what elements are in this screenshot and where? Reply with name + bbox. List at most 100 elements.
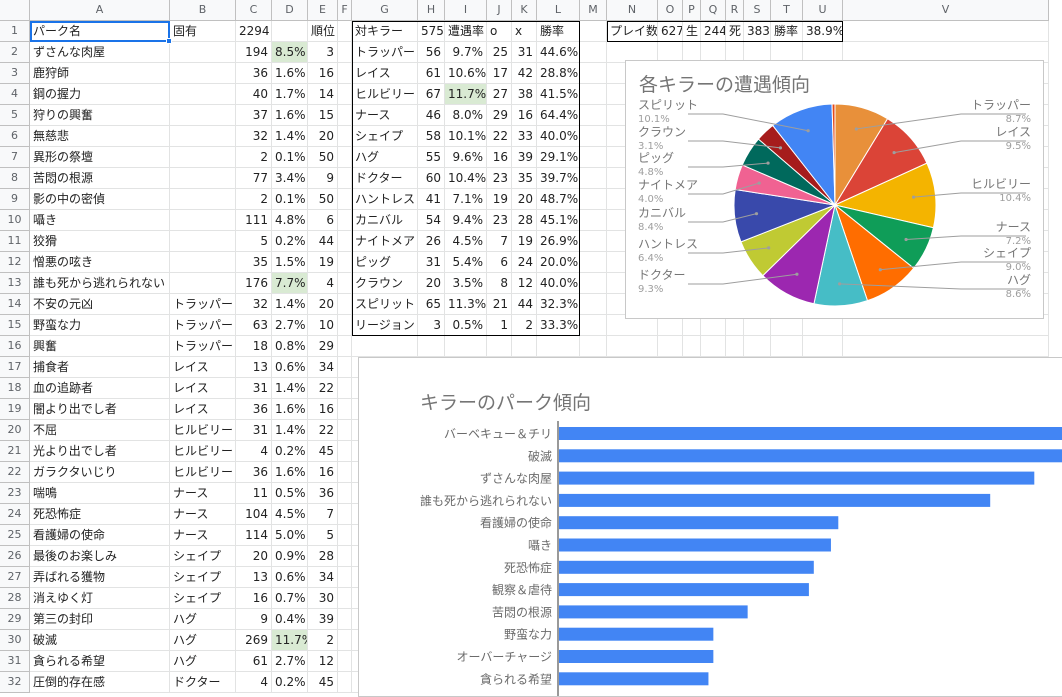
cell-F24[interactable]	[338, 504, 352, 525]
row-header[interactable]: 1	[0, 21, 30, 42]
cell-D27[interactable]: 0.6%	[272, 567, 308, 588]
cell-S15[interactable]	[744, 315, 771, 336]
cell-I10[interactable]: 9.4%	[445, 210, 487, 231]
cell-B28[interactable]: シェイプ	[170, 588, 236, 609]
cell-H10[interactable]: 54	[418, 210, 445, 231]
cell-F16[interactable]	[338, 336, 352, 357]
cell-D15[interactable]: 2.7%	[272, 315, 308, 336]
cell-M11[interactable]	[580, 231, 607, 252]
cell-L3[interactable]: 28.8%	[537, 63, 580, 84]
cell-C11[interactable]: 5	[236, 231, 272, 252]
cell-I5[interactable]: 8.0%	[445, 105, 487, 126]
cell-M9[interactable]	[580, 189, 607, 210]
pie-chart[interactable]: 各キラーの遭遇傾向 トラッパー 8.7% レイス 9.5% ヒルビリー 10.4% ナース 7…	[625, 60, 1044, 319]
cell-A6[interactable]: 無慈悲	[30, 126, 170, 147]
cell-J8[interactable]: 23	[487, 168, 512, 189]
cell-J14[interactable]: 21	[487, 294, 512, 315]
cell-B25[interactable]: ナース	[170, 525, 236, 546]
cell-L1[interactable]: 勝率	[537, 21, 580, 42]
select-all-corner[interactable]	[0, 0, 30, 21]
cell-B22[interactable]: ヒルビリー	[170, 462, 236, 483]
cell-F29[interactable]	[338, 609, 352, 630]
column-header-B[interactable]: B	[170, 0, 236, 21]
cell-J5[interactable]: 29	[487, 105, 512, 126]
cell-C4[interactable]: 40	[236, 84, 272, 105]
cell-L8[interactable]: 39.7%	[537, 168, 580, 189]
row-header[interactable]: 32	[0, 672, 30, 693]
cell-H5[interactable]: 46	[418, 105, 445, 126]
cell-A22[interactable]: ガラクタいじり	[30, 462, 170, 483]
cell-D26[interactable]: 0.9%	[272, 546, 308, 567]
cell-Q15[interactable]	[701, 315, 726, 336]
cell-U1[interactable]: 38.9%	[803, 21, 843, 42]
cell-F4[interactable]	[338, 84, 352, 105]
cell-F1[interactable]	[338, 21, 352, 42]
cell-F19[interactable]	[338, 399, 352, 420]
cell-C2[interactable]: 194	[236, 42, 272, 63]
cell-T16[interactable]	[771, 336, 803, 357]
cell-M8[interactable]	[580, 168, 607, 189]
row-header[interactable]: 19	[0, 399, 30, 420]
cell-D4[interactable]: 1.7%	[272, 84, 308, 105]
cell-D3[interactable]: 1.6%	[272, 63, 308, 84]
column-header-C[interactable]: C	[236, 0, 272, 21]
cell-E26[interactable]: 28	[308, 546, 338, 567]
cell-A12[interactable]: 憎悪の呟き	[30, 252, 170, 273]
cell-E13[interactable]: 4	[308, 273, 338, 294]
cell-D28[interactable]: 0.7%	[272, 588, 308, 609]
cell-C30[interactable]: 269	[236, 630, 272, 651]
column-header-A[interactable]: A	[30, 0, 170, 21]
cell-J11[interactable]: 7	[487, 231, 512, 252]
cell-D9[interactable]: 0.1%	[272, 189, 308, 210]
cell-B2[interactable]	[170, 42, 236, 63]
cell-E16[interactable]: 29	[308, 336, 338, 357]
cell-K10[interactable]: 28	[512, 210, 537, 231]
cell-E6[interactable]: 20	[308, 126, 338, 147]
cell-L4[interactable]: 41.5%	[537, 84, 580, 105]
cell-G7[interactable]: ハグ	[352, 147, 418, 168]
cell-B8[interactable]	[170, 168, 236, 189]
cell-B30[interactable]: ハグ	[170, 630, 236, 651]
cell-F5[interactable]	[338, 105, 352, 126]
cell-N15[interactable]	[607, 315, 658, 336]
cell-F13[interactable]	[338, 273, 352, 294]
cell-C6[interactable]: 32	[236, 126, 272, 147]
cell-A7[interactable]: 異形の祭壇	[30, 147, 170, 168]
cell-C9[interactable]: 2	[236, 189, 272, 210]
column-header-L[interactable]: L	[537, 0, 580, 21]
cell-F3[interactable]	[338, 63, 352, 84]
cell-D10[interactable]: 4.8%	[272, 210, 308, 231]
cell-J10[interactable]: 23	[487, 210, 512, 231]
cell-F30[interactable]	[338, 630, 352, 651]
cell-F10[interactable]	[338, 210, 352, 231]
column-header-H[interactable]: H	[418, 0, 445, 21]
cell-E18[interactable]: 22	[308, 378, 338, 399]
cell-S16[interactable]	[744, 336, 771, 357]
cell-E2[interactable]: 3	[308, 42, 338, 63]
cell-E14[interactable]: 20	[308, 294, 338, 315]
row-header[interactable]: 3	[0, 63, 30, 84]
cell-E27[interactable]: 34	[308, 567, 338, 588]
bar-5[interactable]	[559, 538, 831, 552]
cell-D24[interactable]: 4.5%	[272, 504, 308, 525]
cell-D25[interactable]: 5.0%	[272, 525, 308, 546]
cell-M15[interactable]	[580, 315, 607, 336]
cell-B24[interactable]: ナース	[170, 504, 236, 525]
cell-A2[interactable]: ずさんな肉屋	[30, 42, 170, 63]
cell-J15[interactable]: 1	[487, 315, 512, 336]
column-header-T[interactable]: T	[771, 0, 803, 21]
cell-B17[interactable]: レイス	[170, 357, 236, 378]
row-header[interactable]: 6	[0, 126, 30, 147]
cell-C29[interactable]: 9	[236, 609, 272, 630]
cell-L13[interactable]: 40.0%	[537, 273, 580, 294]
cell-V1[interactable]	[843, 21, 1049, 42]
cell-B15[interactable]: トラッパー	[170, 315, 236, 336]
cell-E31[interactable]: 12	[308, 651, 338, 672]
cell-F8[interactable]	[338, 168, 352, 189]
cell-C32[interactable]: 4	[236, 672, 272, 693]
cell-D30[interactable]: 11.7%	[272, 630, 308, 651]
cell-M3[interactable]	[580, 63, 607, 84]
column-header-I[interactable]: I	[445, 0, 487, 21]
cell-C31[interactable]: 61	[236, 651, 272, 672]
cell-H16[interactable]	[418, 336, 445, 357]
